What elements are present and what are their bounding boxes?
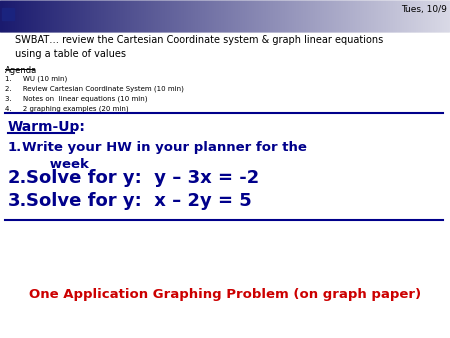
Text: Warm-Up:: Warm-Up: <box>8 120 86 134</box>
Text: 1.     WU (10 min): 1. WU (10 min) <box>5 75 67 81</box>
Text: Write your HW in your planner for the
      week: Write your HW in your planner for the we… <box>22 141 307 170</box>
Text: 2.: 2. <box>8 169 27 187</box>
Text: 2.     Review Cartesian Coordinate System (10 min): 2. Review Cartesian Coordinate System (1… <box>5 85 184 92</box>
Text: Tues, 10/9: Tues, 10/9 <box>401 5 447 14</box>
Text: 4.     2 graphing examples (20 min): 4. 2 graphing examples (20 min) <box>5 105 129 112</box>
Text: 1.: 1. <box>8 141 22 154</box>
Text: Agenda: Agenda <box>5 66 37 75</box>
Text: Solve for y:  x – 2y = 5: Solve for y: x – 2y = 5 <box>26 192 252 210</box>
Text: One Application Graphing Problem (on graph paper): One Application Graphing Problem (on gra… <box>29 288 421 301</box>
Text: 3.     Notes on  linear equations (10 min): 3. Notes on linear equations (10 min) <box>5 95 148 101</box>
Text: Solve for y:  y – 3x = -2: Solve for y: y – 3x = -2 <box>26 169 259 187</box>
Text: SWBAT… review the Cartesian Coordinate system & graph linear equations
using a t: SWBAT… review the Cartesian Coordinate s… <box>15 35 383 59</box>
Bar <box>2 8 14 20</box>
Text: 3.: 3. <box>8 192 27 210</box>
